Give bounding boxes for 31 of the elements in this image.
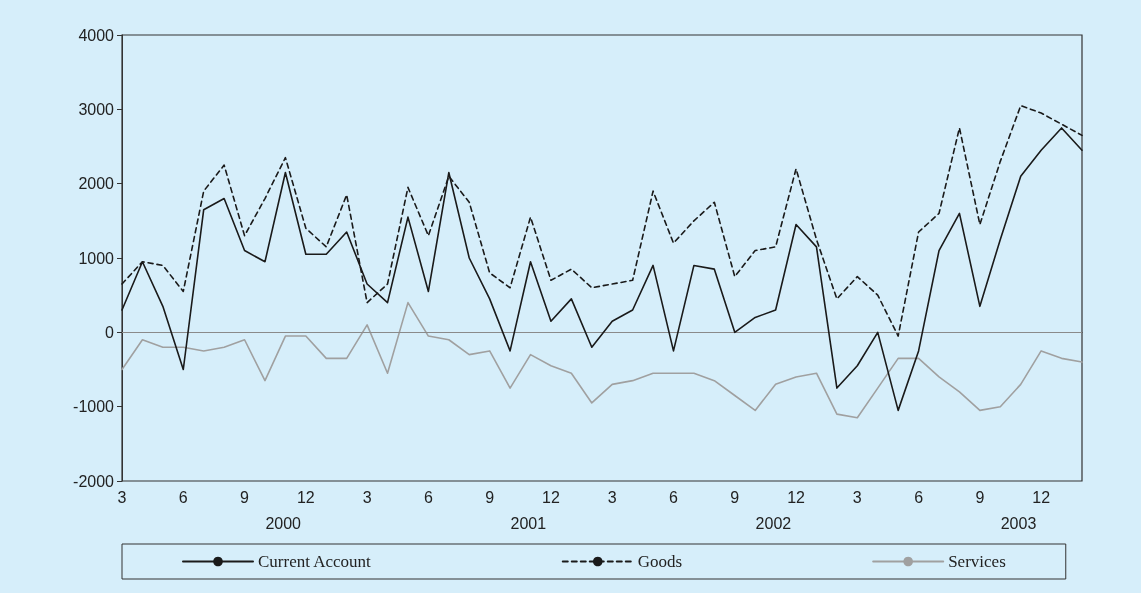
y-tick-label: 3000 xyxy=(78,100,115,118)
text: 2003 xyxy=(1000,514,1037,532)
x-tick-label: 6 xyxy=(178,488,188,506)
x-tick-label: 12 xyxy=(1032,488,1051,506)
legend-label: Goods xyxy=(637,552,683,571)
x-tick-label: 9 xyxy=(730,488,740,506)
x-tick-label: 9 xyxy=(975,488,985,506)
x-tick-label: 9 xyxy=(240,488,250,506)
x-tick-label: 12 xyxy=(296,488,315,506)
y-tick-label: 0 xyxy=(105,323,115,341)
x-tick-label: 6 xyxy=(423,488,433,506)
y-tick-label: -2000 xyxy=(73,472,115,490)
x-tick-label: 9 xyxy=(485,488,495,506)
legend-label: Current Account xyxy=(258,552,372,571)
legend-label: Services xyxy=(948,552,1006,571)
x-tick-label: 6 xyxy=(914,488,924,506)
x-tick-label: 3 xyxy=(607,488,617,506)
y-tick-label: 4000 xyxy=(78,26,115,44)
x-tick-label: 3 xyxy=(117,488,127,506)
y-tick-label: 1000 xyxy=(78,249,115,267)
line-series xyxy=(121,301,1083,419)
x-tick-label: 12 xyxy=(787,488,806,506)
x-tick-label: 6 xyxy=(669,488,679,506)
text: 2002 xyxy=(755,514,792,532)
x-tick-label: 3 xyxy=(852,488,862,506)
y-tick-label: 2000 xyxy=(78,175,115,193)
x-tick-label: 3 xyxy=(362,488,372,506)
y-tick-label: -1000 xyxy=(73,398,115,416)
text: 2001 xyxy=(510,514,547,532)
text: 2000 xyxy=(265,514,302,532)
x-tick-label: 12 xyxy=(542,488,560,506)
